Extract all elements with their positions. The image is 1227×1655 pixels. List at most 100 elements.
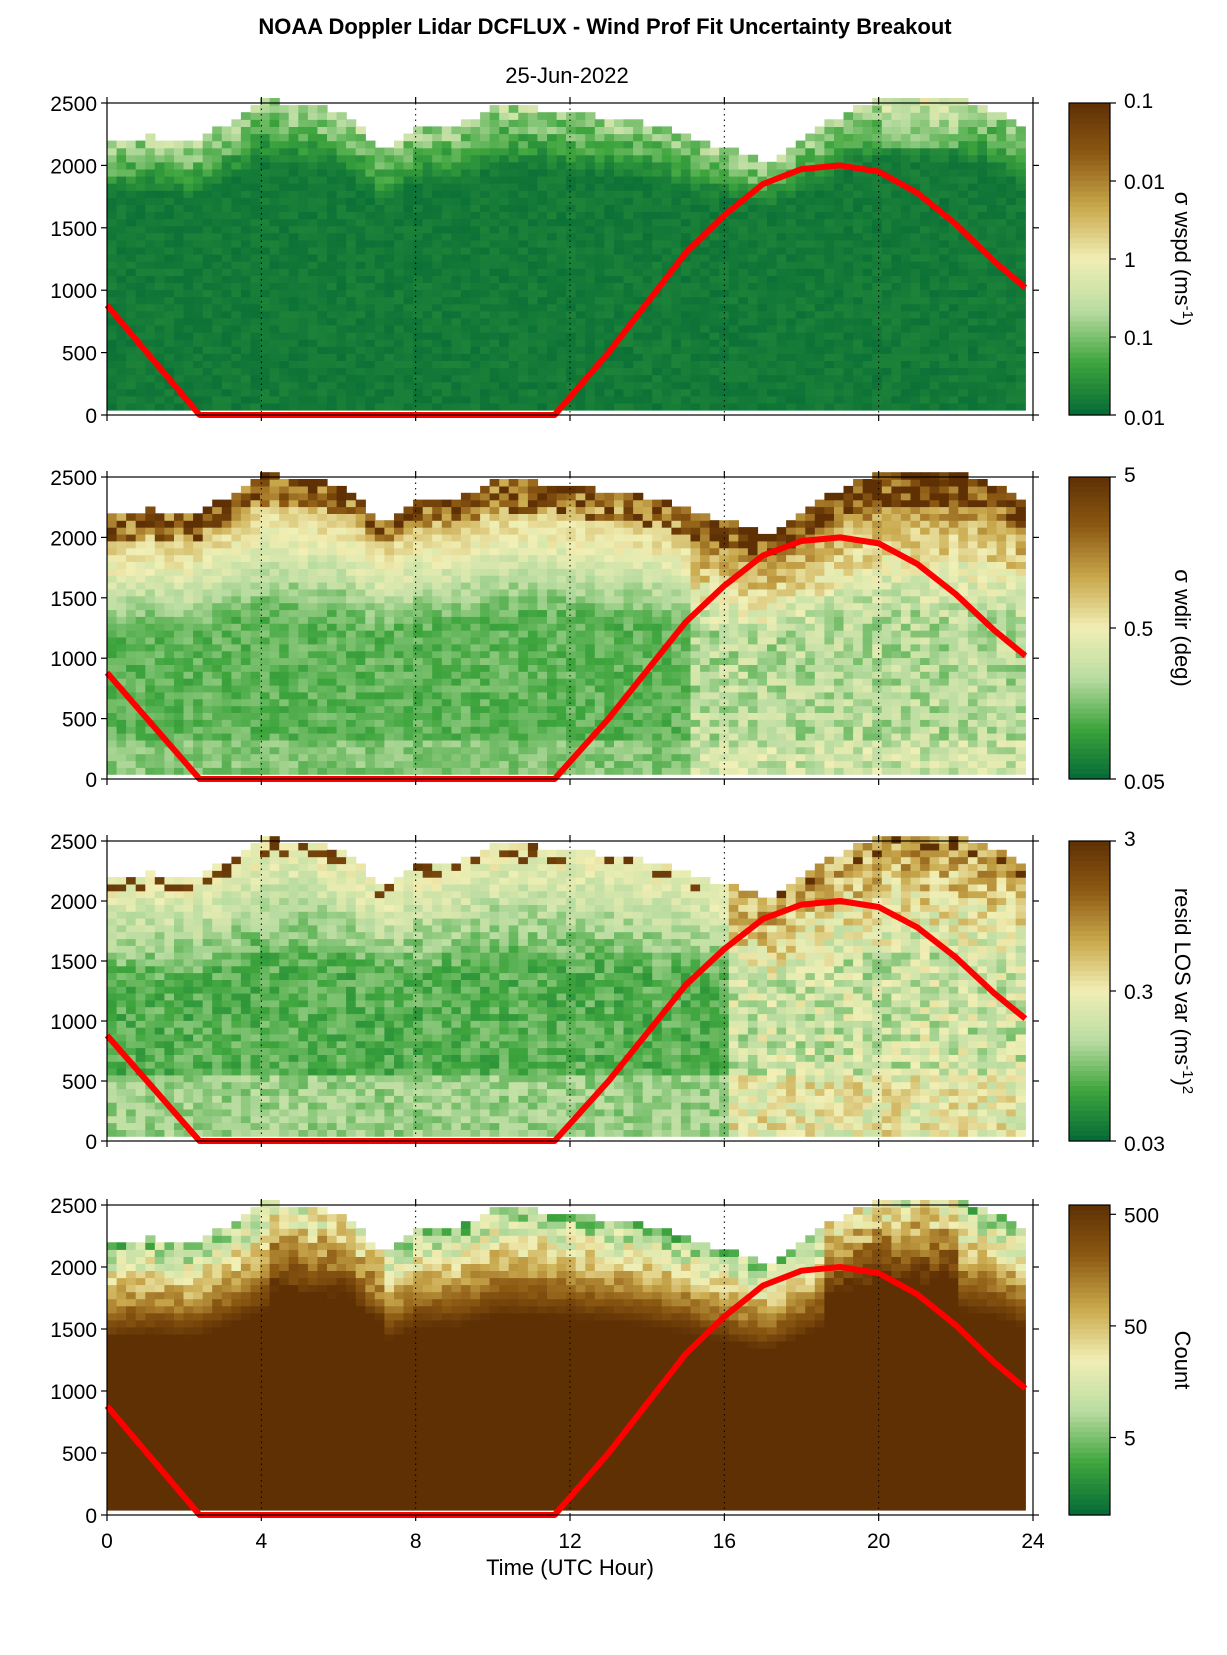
heatmap-cell: [680, 239, 692, 248]
heatmap-cell: [996, 388, 1007, 397]
heatmap-cell: [537, 310, 548, 319]
heatmap-cell: [317, 367, 328, 376]
heatmap-cell: [527, 296, 539, 305]
heatmap-cell: [633, 261, 644, 269]
heatmap-cell: [728, 360, 739, 369]
heatmap-cell: [508, 105, 519, 113]
heatmap-cell: [202, 133, 213, 142]
heatmap-cell: [317, 232, 328, 241]
heatmap-cell: [489, 332, 500, 340]
heatmap-cell: [260, 588, 271, 597]
heatmap-cell: [891, 140, 902, 149]
heatmap-cell: [355, 296, 366, 305]
heatmap-cell: [690, 339, 701, 347]
heatmap-cell: [786, 395, 797, 404]
heatmap-cell: [307, 119, 319, 127]
heatmap-cell: [107, 140, 118, 149]
heatmap-cell: [221, 678, 232, 686]
heatmap-cell: [652, 225, 663, 234]
heatmap-cell: [547, 289, 558, 298]
heatmap-cell: [327, 499, 338, 508]
heatmap-cell: [910, 232, 921, 241]
heatmap-cell: [709, 268, 720, 276]
heatmap-cell: [260, 388, 271, 397]
heatmap-cell: [365, 197, 376, 205]
heatmap-cell: [633, 289, 644, 298]
heatmap-cell: [499, 261, 510, 269]
heatmap-cell: [633, 168, 644, 177]
heatmap-cell: [958, 119, 969, 127]
heatmap-cell: [250, 296, 261, 305]
heatmap-cell: [508, 360, 519, 369]
heatmap-cell: [202, 282, 213, 291]
heatmap-cell: [174, 161, 185, 170]
heatmap-cell: [260, 168, 271, 177]
heatmap-cell: [441, 324, 452, 333]
heatmap-cell: [987, 147, 998, 156]
heatmap-cell: [240, 197, 252, 205]
heatmap-cell: [260, 190, 271, 198]
heatmap-cell: [566, 126, 577, 135]
heatmap-cell: [633, 133, 644, 142]
heatmap-cell: [116, 402, 127, 411]
colorbar-swatch: [1069, 217, 1110, 224]
heatmap-cell: [834, 225, 845, 234]
heatmap-cell: [221, 296, 232, 305]
heatmap-cell: [221, 395, 232, 404]
heatmap-cell: [680, 211, 692, 220]
heatmap-cell: [327, 296, 338, 305]
heatmap-cell: [585, 296, 596, 305]
heatmap-cell: [661, 367, 672, 376]
heatmap-cell: [288, 168, 299, 177]
heatmap-cell: [633, 154, 644, 163]
heatmap-cell: [221, 575, 232, 583]
heatmap-cell: [174, 140, 185, 149]
colorbar-swatch: [1069, 201, 1110, 208]
heatmap-cell: [164, 275, 175, 283]
heatmap-cell: [126, 381, 137, 390]
heatmap-cell: [709, 339, 720, 347]
heatmap-cell: [814, 310, 825, 319]
heatmap-cell: [193, 261, 204, 269]
heatmap-cell: [221, 133, 232, 142]
heatmap-cell: [183, 310, 194, 319]
heatmap-cell: [240, 746, 252, 755]
heatmap-cell: [566, 147, 577, 156]
heatmap-cell: [623, 374, 634, 383]
heatmap-cell: [145, 374, 156, 383]
heatmap-cell: [556, 332, 567, 340]
heatmap-cell: [929, 324, 940, 333]
heatmap-cell: [642, 239, 653, 248]
heatmap-cell: [967, 190, 979, 198]
heatmap-cell: [508, 296, 519, 305]
heatmap-cell: [240, 595, 252, 604]
heatmap-cell: [288, 760, 299, 768]
heatmap-cell: [317, 678, 328, 686]
heatmap-cell: [336, 211, 347, 220]
heatmap-cell: [967, 246, 979, 255]
heatmap-cell: [680, 332, 692, 340]
heatmap-cell: [374, 402, 385, 411]
heatmap-cell: [996, 140, 1007, 149]
heatmap-cell: [394, 289, 405, 298]
heatmap-cell: [690, 395, 701, 404]
heatmap-cell: [757, 303, 768, 312]
heatmap-cell: [604, 339, 615, 347]
heatmap-cell: [661, 133, 672, 142]
heatmap-cell: [269, 533, 280, 542]
heatmap-cell: [977, 353, 988, 361]
heatmap-cell: [164, 140, 175, 149]
heatmap-cell: [269, 712, 280, 720]
heatmap-cell: [690, 161, 701, 170]
heatmap-cell: [834, 133, 845, 142]
heatmap-cell: [537, 239, 548, 248]
heatmap-cell: [633, 360, 644, 369]
heatmap-cell: [441, 197, 452, 205]
heatmap-cell: [135, 739, 146, 748]
heatmap-cell: [910, 388, 921, 397]
heatmap-cell: [231, 261, 242, 269]
heatmap-cell: [518, 360, 529, 369]
heatmap-cell: [221, 303, 232, 312]
heatmap-cell: [116, 176, 127, 184]
heatmap-cell: [126, 733, 137, 741]
